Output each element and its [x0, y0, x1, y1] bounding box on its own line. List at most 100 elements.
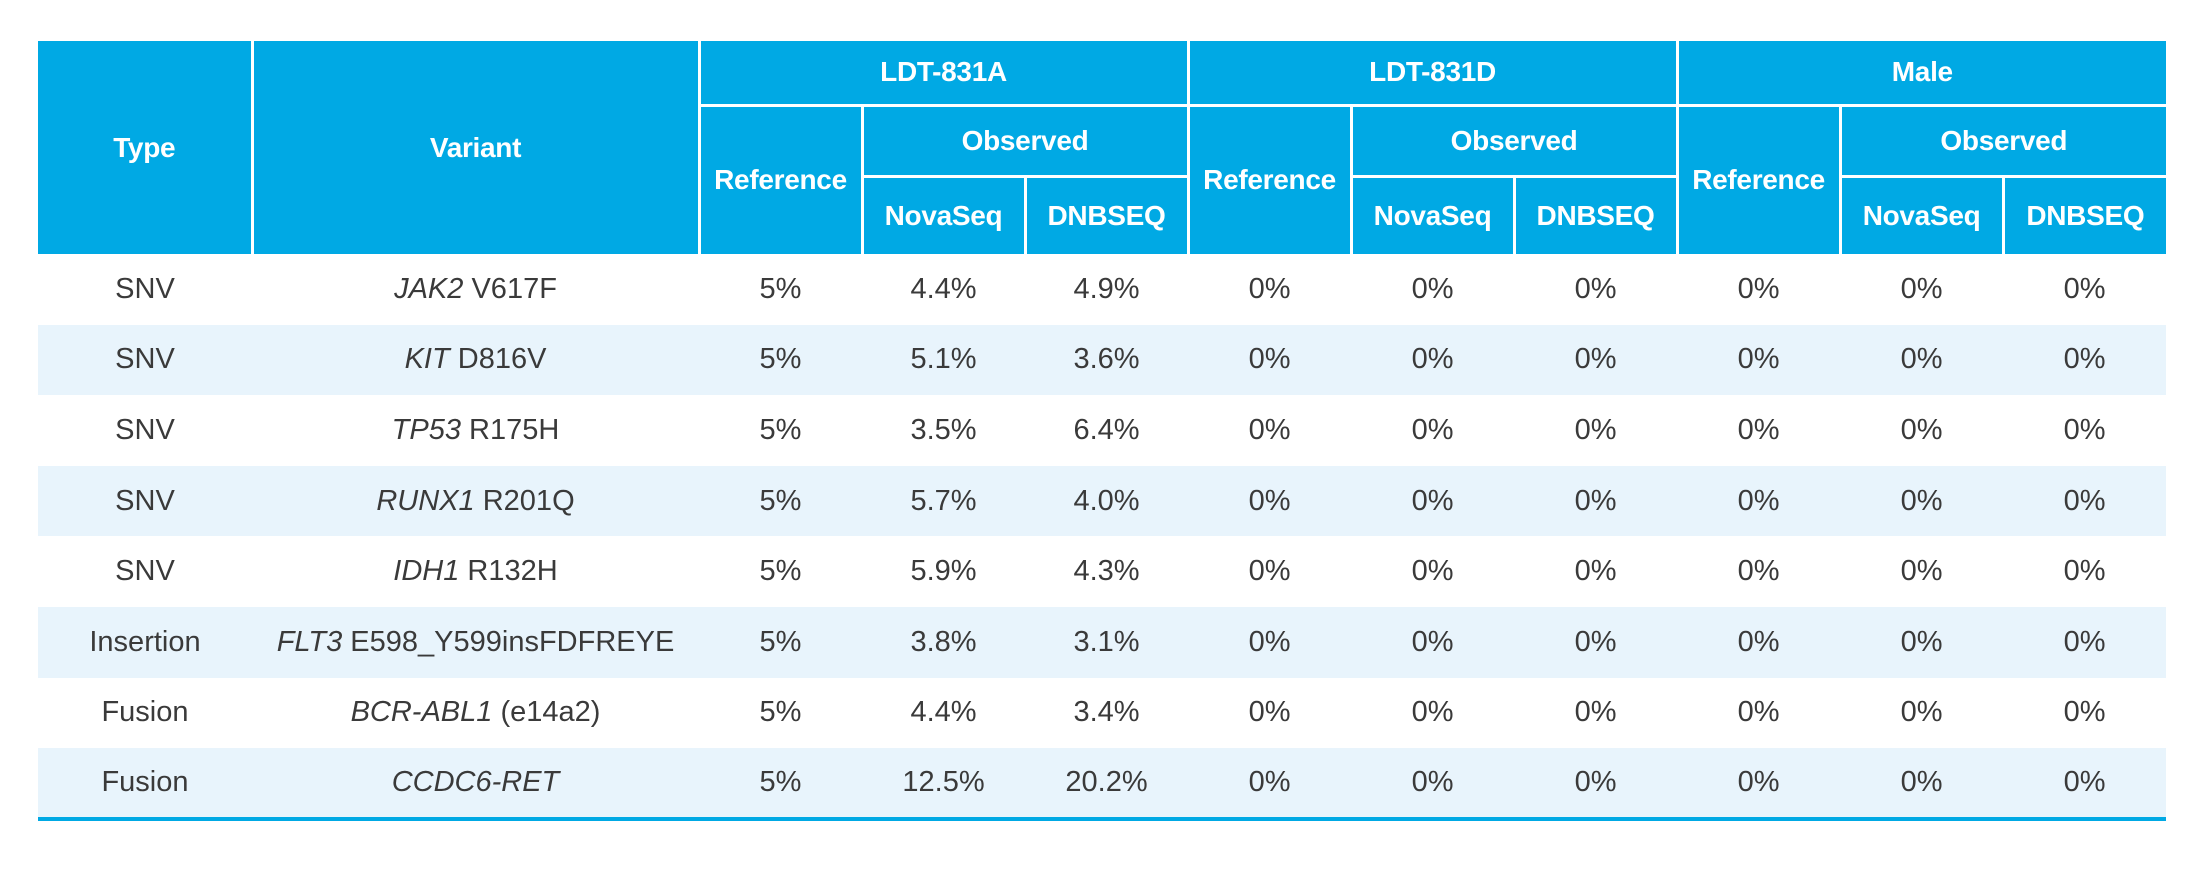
- cell-variant-name: IDH1 R132H: [252, 536, 699, 607]
- gene-symbol: FLT3: [276, 625, 343, 658]
- cell-frequency-value: 0%: [2003, 465, 2167, 537]
- cell-frequency-value: 6.4%: [1073, 413, 1140, 446]
- gene-symbol: KIT: [404, 343, 450, 376]
- cell-frequency-value: 5%: [699, 748, 862, 819]
- cell-frequency-value: 0%: [2063, 413, 2106, 446]
- cell-frequency-value: 4.3%: [1073, 555, 1140, 588]
- cell-frequency-value: 0%: [1411, 272, 1454, 305]
- cell-frequency-value: 4.0%: [1025, 465, 1189, 537]
- cell-frequency-value: 0%: [1248, 272, 1291, 305]
- cell-frequency-value: 0%: [1900, 413, 1943, 446]
- cell-frequency-value: 0%: [2063, 696, 2106, 729]
- cell-variant-type: SNV: [115, 555, 175, 588]
- cell-frequency-value: 0%: [1737, 696, 1780, 729]
- col-header-dnbseq-ldt831d: DNBSEQ: [1514, 176, 1679, 254]
- cell-frequency-value: 0%: [2003, 606, 2167, 678]
- cell-frequency-value: 0%: [1677, 748, 1841, 819]
- cell-frequency-value: 3.4%: [1073, 696, 1140, 729]
- cell-frequency-value: 0%: [1188, 606, 1352, 678]
- cell-frequency-value: 0%: [1900, 696, 1943, 729]
- gene-symbol: RUNX1: [376, 484, 475, 517]
- col-header-type: Type: [38, 41, 254, 254]
- cell-variant-name: FLT3 E598_Y599insFDFREYE: [252, 606, 699, 678]
- cell-frequency-value: 5.1%: [862, 324, 1025, 396]
- cell-frequency-value: 0%: [1840, 465, 2004, 537]
- cell-frequency-value: 0%: [1737, 272, 1780, 305]
- table-body: SNV JAK2 V617F 5% 4.4% 4.9% 0% 0% 0% 0% 0% 0% SNV KI…: [38, 254, 2167, 819]
- table-row: Fusion BCR-ABL1 (e14a2) 5% 4.4% 3.4% 0% 0% 0% 0%…: [38, 678, 2166, 749]
- col-header-observed-ldt831d: Observed: [1351, 105, 1679, 178]
- col-header-reference-male: Reference: [1677, 105, 1842, 254]
- cell-frequency-value: 3.1%: [1025, 606, 1189, 678]
- cell-frequency-value: 5.9%: [910, 555, 977, 588]
- gene-symbol: JAK2: [394, 272, 464, 305]
- cell-frequency-value: 0%: [1737, 555, 1780, 588]
- cell-frequency-value: 5%: [699, 606, 862, 678]
- header-row-groups: Type Variant LDT-831A LDT-831D Male: [38, 41, 2167, 254]
- cell-frequency-value: 0%: [1188, 465, 1352, 537]
- cell-variant-name: CCDC6-RET: [252, 748, 699, 819]
- cell-variant-name: TP53 R175H: [252, 395, 699, 466]
- cell-frequency-value: 0%: [1411, 555, 1454, 588]
- cell-frequency-value: 0%: [1248, 413, 1291, 446]
- cell-frequency-value: 5%: [759, 272, 802, 305]
- col-header-dnbseq-male: DNBSEQ: [2003, 176, 2167, 254]
- cell-frequency-value: 5%: [699, 465, 862, 537]
- cell-frequency-value: 5.7%: [862, 465, 1025, 537]
- cell-variant-type: Fusion: [38, 748, 252, 819]
- cell-frequency-value: 3.8%: [862, 606, 1025, 678]
- cell-variant-type: Insertion: [38, 606, 252, 678]
- variant-notation: (e14a2): [500, 696, 601, 729]
- cell-frequency-value: 12.5%: [862, 748, 1025, 819]
- cell-frequency-value: 0%: [2063, 272, 2106, 305]
- table-header: Type Variant LDT-831A LDT-831D Male Refe…: [38, 41, 2167, 254]
- table-row: SNV KIT D816V 5% 5.1% 3.6% 0% 0% 0% 0% 0% 0%: [38, 324, 2167, 396]
- cell-variant-type: SNV: [38, 465, 252, 537]
- cell-frequency-value: 3.6%: [1025, 324, 1189, 396]
- cell-variant-name: KIT D816V: [252, 324, 699, 396]
- group-header-ldt831a: LDT-831A: [699, 41, 1190, 107]
- cell-frequency-value: 0%: [1351, 606, 1515, 678]
- cell-variant-name: JAK2 V617F: [252, 254, 699, 325]
- cell-frequency-value: 0%: [1677, 324, 1841, 396]
- gene-symbol: IDH1: [393, 555, 460, 588]
- variant-notation: V617F: [471, 272, 557, 305]
- cell-frequency-value: 0%: [1677, 606, 1841, 678]
- cell-frequency-value: 4.4%: [910, 272, 977, 305]
- cell-variant-type: SNV: [38, 324, 252, 396]
- cell-frequency-value: 0%: [1248, 696, 1291, 729]
- table-row: SNV JAK2 V617F 5% 4.4% 4.9% 0% 0% 0% 0% 0% 0%: [38, 254, 2166, 325]
- cell-frequency-value: 0%: [2003, 324, 2167, 396]
- cell-variant-type: Fusion: [101, 696, 189, 729]
- cell-variant-name: BCR-ABL1 (e14a2): [252, 678, 699, 749]
- cell-frequency-value: 0%: [1574, 696, 1617, 729]
- table-row: Insertion FLT3 E598_Y599insFDFREYE 5% 3.8% 3…: [38, 606, 2167, 678]
- variant-notation: R132H: [467, 555, 558, 588]
- variant-notation: E598_Y599insFDFREYE: [350, 625, 675, 658]
- cell-frequency-value: 0%: [1840, 324, 2004, 396]
- gene-symbol: BCR-ABL1: [350, 696, 493, 729]
- cell-frequency-value: 0%: [1411, 696, 1454, 729]
- cell-frequency-value: 0%: [1900, 272, 1943, 305]
- cell-variant-type: SNV: [115, 413, 175, 446]
- cell-frequency-value: 0%: [1351, 465, 1515, 537]
- cell-frequency-value: 0%: [1351, 324, 1515, 396]
- cell-frequency-value: 0%: [1737, 413, 1780, 446]
- cell-variant-type: SNV: [115, 272, 175, 305]
- group-header-ldt831d: LDT-831D: [1188, 41, 1679, 107]
- cell-frequency-value: 0%: [1514, 465, 1678, 537]
- cell-frequency-value: 5%: [759, 413, 802, 446]
- cell-frequency-value: 0%: [1677, 465, 1841, 537]
- variant-concordance-table: Type Variant LDT-831A LDT-831D Male Refe…: [38, 41, 2167, 821]
- cell-frequency-value: 0%: [1514, 324, 1678, 396]
- variant-notation: R201Q: [482, 484, 575, 517]
- cell-frequency-value: 0%: [1514, 748, 1678, 819]
- cell-frequency-value: 5%: [759, 555, 802, 588]
- cell-frequency-value: 0%: [1840, 748, 2004, 819]
- table-row: SNV TP53 R175H 5% 3.5% 6.4% 0% 0% 0% 0% 0% 0%: [38, 395, 2166, 466]
- cell-frequency-value: 0%: [1840, 606, 2004, 678]
- gene-symbol: CCDC6-RET: [391, 765, 560, 798]
- col-header-observed-male: Observed: [1840, 105, 2167, 178]
- cell-frequency-value: 0%: [2003, 748, 2167, 819]
- cell-frequency-value: 0%: [1574, 555, 1617, 588]
